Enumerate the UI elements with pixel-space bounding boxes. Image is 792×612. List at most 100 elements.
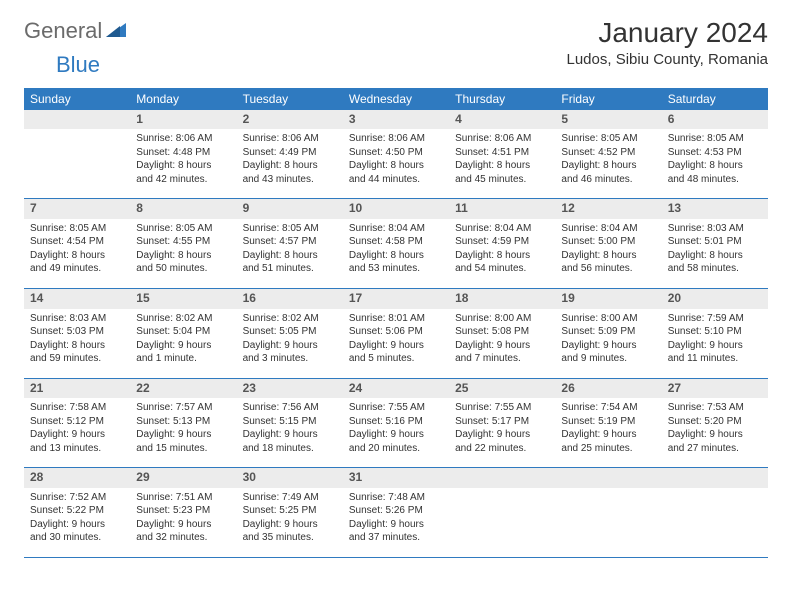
- sunset-text: Sunset: 5:13 PM: [136, 415, 230, 429]
- calendar-cell: 25Sunrise: 7:55 AMSunset: 5:17 PMDayligh…: [449, 378, 555, 468]
- calendar-cell: 13Sunrise: 8:03 AMSunset: 5:01 PMDayligh…: [662, 199, 768, 289]
- calendar-cell: 20Sunrise: 7:59 AMSunset: 5:10 PMDayligh…: [662, 288, 768, 378]
- daylight-text-2: and 53 minutes.: [349, 262, 443, 276]
- day-number: 18: [449, 289, 555, 309]
- daylight-text-1: Daylight: 9 hours: [30, 428, 124, 442]
- day-details: Sunrise: 8:02 AMSunset: 5:05 PMDaylight:…: [237, 309, 343, 378]
- sunset-text: Sunset: 5:15 PM: [243, 415, 337, 429]
- sunset-text: Sunset: 4:52 PM: [561, 146, 655, 160]
- sunrise-text: Sunrise: 8:03 AM: [30, 312, 124, 326]
- day-details: Sunrise: 8:02 AMSunset: 5:04 PMDaylight:…: [130, 309, 236, 378]
- logo-text-blue: Blue: [56, 52, 100, 78]
- daylight-text-1: Daylight: 9 hours: [455, 428, 549, 442]
- sunrise-text: Sunrise: 8:01 AM: [349, 312, 443, 326]
- sunset-text: Sunset: 4:51 PM: [455, 146, 549, 160]
- day-details: Sunrise: 7:55 AMSunset: 5:16 PMDaylight:…: [343, 398, 449, 467]
- calendar-cell: 23Sunrise: 7:56 AMSunset: 5:15 PMDayligh…: [237, 378, 343, 468]
- day-number: 10: [343, 199, 449, 219]
- day-details: Sunrise: 8:05 AMSunset: 4:55 PMDaylight:…: [130, 219, 236, 288]
- sunset-text: Sunset: 4:58 PM: [349, 235, 443, 249]
- sunset-text: Sunset: 5:22 PM: [30, 504, 124, 518]
- daylight-text-2: and 44 minutes.: [349, 173, 443, 187]
- day-number: [24, 110, 130, 130]
- day-number: 14: [24, 289, 130, 309]
- day-number: 15: [130, 289, 236, 309]
- day-number: 30: [237, 468, 343, 488]
- day-details: Sunrise: 8:05 AMSunset: 4:54 PMDaylight:…: [24, 219, 130, 288]
- calendar-cell: [555, 468, 661, 558]
- daylight-text-2: and 48 minutes.: [668, 173, 762, 187]
- calendar-cell: 29Sunrise: 7:51 AMSunset: 5:23 PMDayligh…: [130, 468, 236, 558]
- day-number: 4: [449, 110, 555, 130]
- day-details: Sunrise: 7:58 AMSunset: 5:12 PMDaylight:…: [24, 398, 130, 467]
- month-title: January 2024: [566, 18, 768, 49]
- daylight-text-1: Daylight: 9 hours: [561, 428, 655, 442]
- sunset-text: Sunset: 5:10 PM: [668, 325, 762, 339]
- day-details: Sunrise: 8:01 AMSunset: 5:06 PMDaylight:…: [343, 309, 449, 378]
- day-number: 28: [24, 468, 130, 488]
- calendar-cell: 3Sunrise: 8:06 AMSunset: 4:50 PMDaylight…: [343, 110, 449, 199]
- day-details: Sunrise: 7:54 AMSunset: 5:19 PMDaylight:…: [555, 398, 661, 467]
- sunset-text: Sunset: 5:25 PM: [243, 504, 337, 518]
- day-details: Sunrise: 8:00 AMSunset: 5:09 PMDaylight:…: [555, 309, 661, 378]
- daylight-text-1: Daylight: 8 hours: [455, 249, 549, 263]
- daylight-text-1: Daylight: 9 hours: [349, 518, 443, 532]
- daylight-text-2: and 1 minute.: [136, 352, 230, 366]
- calendar-cell: 22Sunrise: 7:57 AMSunset: 5:13 PMDayligh…: [130, 378, 236, 468]
- daylight-text-2: and 3 minutes.: [243, 352, 337, 366]
- daylight-text-1: Daylight: 8 hours: [668, 249, 762, 263]
- sunset-text: Sunset: 5:05 PM: [243, 325, 337, 339]
- sunrise-text: Sunrise: 7:53 AM: [668, 401, 762, 415]
- daylight-text-2: and 20 minutes.: [349, 442, 443, 456]
- daylight-text-2: and 27 minutes.: [668, 442, 762, 456]
- daylight-text-2: and 7 minutes.: [455, 352, 549, 366]
- daylight-text-1: Daylight: 8 hours: [136, 159, 230, 173]
- sunrise-text: Sunrise: 8:06 AM: [349, 132, 443, 146]
- calendar-cell: 4Sunrise: 8:06 AMSunset: 4:51 PMDaylight…: [449, 110, 555, 199]
- day-details: Sunrise: 7:56 AMSunset: 5:15 PMDaylight:…: [237, 398, 343, 467]
- sunset-text: Sunset: 5:04 PM: [136, 325, 230, 339]
- calendar-cell: 26Sunrise: 7:54 AMSunset: 5:19 PMDayligh…: [555, 378, 661, 468]
- daylight-text-2: and 45 minutes.: [455, 173, 549, 187]
- sunrise-text: Sunrise: 8:05 AM: [561, 132, 655, 146]
- day-number: 1: [130, 110, 236, 130]
- sunrise-text: Sunrise: 8:02 AM: [136, 312, 230, 326]
- sunrise-text: Sunrise: 7:56 AM: [243, 401, 337, 415]
- daylight-text-1: Daylight: 8 hours: [668, 159, 762, 173]
- daylight-text-2: and 32 minutes.: [136, 531, 230, 545]
- sunrise-text: Sunrise: 8:00 AM: [561, 312, 655, 326]
- calendar-body: 1Sunrise: 8:06 AMSunset: 4:48 PMDaylight…: [24, 110, 768, 557]
- location: Ludos, Sibiu County, Romania: [566, 51, 768, 68]
- day-details: Sunrise: 7:48 AMSunset: 5:26 PMDaylight:…: [343, 488, 449, 557]
- sunrise-text: Sunrise: 8:04 AM: [561, 222, 655, 236]
- calendar-cell: 2Sunrise: 8:06 AMSunset: 4:49 PMDaylight…: [237, 110, 343, 199]
- daylight-text-2: and 35 minutes.: [243, 531, 337, 545]
- daylight-text-1: Daylight: 8 hours: [30, 339, 124, 353]
- day-details: [24, 129, 130, 198]
- weekday-header: Wednesday: [343, 88, 449, 110]
- daylight-text-2: and 15 minutes.: [136, 442, 230, 456]
- calendar-cell: 16Sunrise: 8:02 AMSunset: 5:05 PMDayligh…: [237, 288, 343, 378]
- daylight-text-1: Daylight: 9 hours: [668, 339, 762, 353]
- daylight-text-1: Daylight: 8 hours: [349, 249, 443, 263]
- day-number: 22: [130, 379, 236, 399]
- calendar-cell: 7Sunrise: 8:05 AMSunset: 4:54 PMDaylight…: [24, 199, 130, 289]
- day-number: 12: [555, 199, 661, 219]
- sunset-text: Sunset: 5:12 PM: [30, 415, 124, 429]
- daylight-text-1: Daylight: 8 hours: [30, 249, 124, 263]
- daylight-text-1: Daylight: 9 hours: [561, 339, 655, 353]
- sunset-text: Sunset: 4:54 PM: [30, 235, 124, 249]
- daylight-text-2: and 58 minutes.: [668, 262, 762, 276]
- day-number: 13: [662, 199, 768, 219]
- logo: General: [24, 18, 128, 44]
- calendar-week-row: 1Sunrise: 8:06 AMSunset: 4:48 PMDaylight…: [24, 110, 768, 199]
- day-number: 8: [130, 199, 236, 219]
- daylight-text-1: Daylight: 8 hours: [136, 249, 230, 263]
- day-number: [662, 468, 768, 488]
- daylight-text-1: Daylight: 9 hours: [136, 339, 230, 353]
- sunrise-text: Sunrise: 8:05 AM: [30, 222, 124, 236]
- daylight-text-1: Daylight: 8 hours: [455, 159, 549, 173]
- calendar-cell: 15Sunrise: 8:02 AMSunset: 5:04 PMDayligh…: [130, 288, 236, 378]
- sunrise-text: Sunrise: 7:52 AM: [30, 491, 124, 505]
- daylight-text-2: and 46 minutes.: [561, 173, 655, 187]
